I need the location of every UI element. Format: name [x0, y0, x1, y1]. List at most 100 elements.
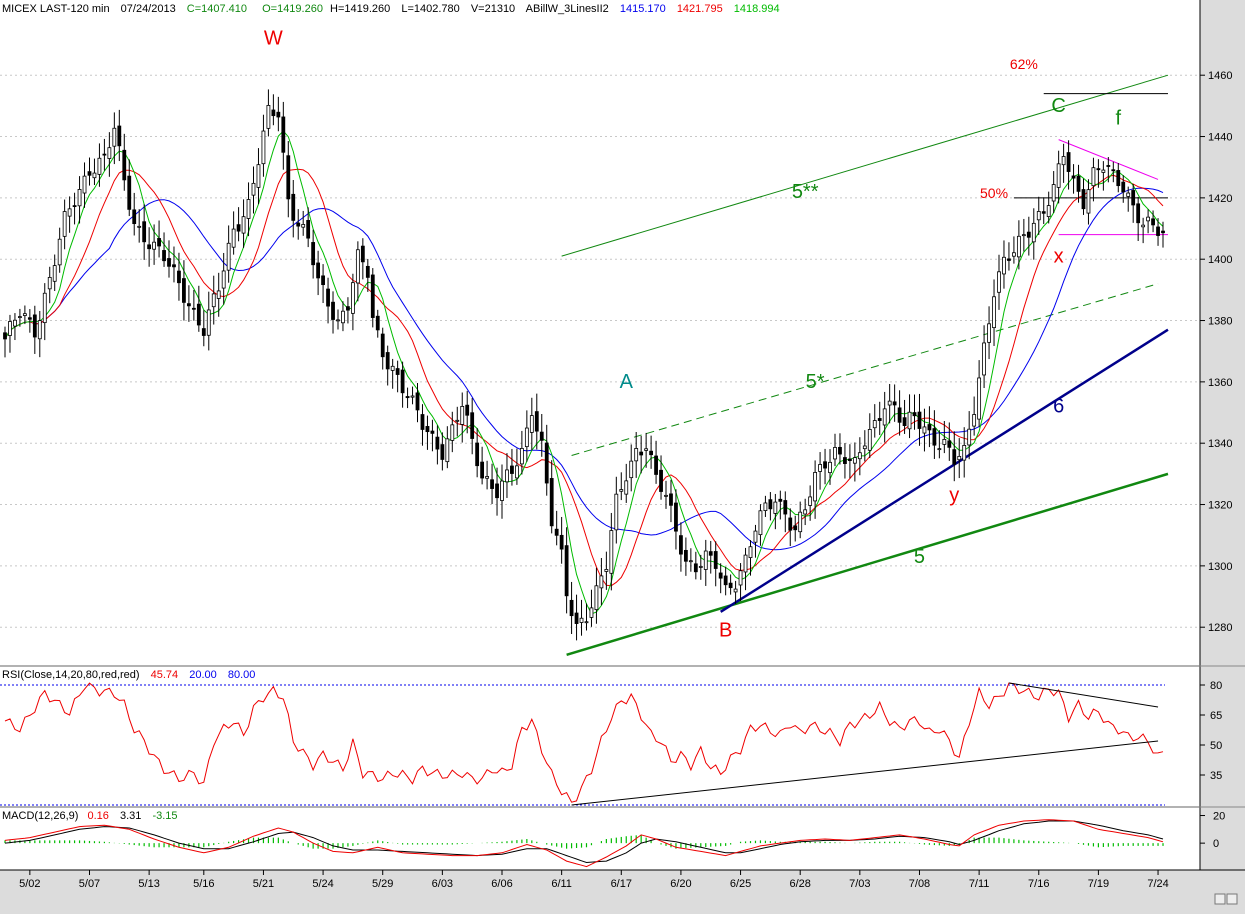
price-bar — [321, 275, 325, 286]
price-bar — [475, 442, 480, 467]
price-bar — [157, 238, 161, 247]
price-bar — [216, 290, 221, 299]
price-bar — [445, 438, 450, 463]
price-bar — [355, 249, 360, 284]
price-bar — [191, 307, 196, 310]
price-bar — [669, 493, 673, 506]
price-bar — [937, 448, 942, 451]
price-bar — [559, 534, 564, 550]
wave-label: B — [719, 619, 732, 641]
price-bar — [1091, 167, 1096, 187]
price-bar — [748, 546, 753, 559]
price-bar — [624, 480, 629, 495]
price-bar — [728, 582, 733, 589]
rsi-level-high: 80.00 — [228, 669, 256, 681]
price-bar — [679, 535, 683, 555]
price-bar — [1016, 235, 1021, 258]
date-axis-label: 6/06 — [491, 878, 512, 890]
price-bar — [872, 420, 877, 429]
price-bar — [281, 116, 286, 153]
price-bar — [907, 411, 912, 430]
price-bar — [594, 585, 599, 610]
price-bar — [569, 599, 574, 617]
date-axis-label: 6/03 — [432, 878, 453, 890]
price-bar — [892, 401, 897, 406]
date-axis: 5/02 5/07 5/13 5/16 5/21 5/24 5/29 6/03 6/06 6/11… — [19, 870, 1169, 890]
price-bar — [271, 109, 276, 117]
price-bar — [718, 572, 723, 579]
date-axis-label: 6/28 — [789, 878, 810, 890]
price-bar — [206, 309, 211, 336]
price-bar — [510, 465, 514, 474]
rsi-axis-label: 35 — [1210, 770, 1222, 782]
price-bar — [1111, 169, 1116, 172]
price-bar — [584, 621, 589, 624]
price-bar — [1021, 234, 1026, 237]
price-bar — [18, 316, 22, 318]
price-bar — [385, 352, 390, 370]
header-close: C=1407.410 — [187, 3, 247, 15]
date-axis-label: 5/24 — [312, 878, 333, 890]
wave-label: 5 — [914, 546, 925, 568]
price-trendline — [720, 328, 1169, 613]
price-bar — [564, 545, 569, 597]
wave-annotation-layer: W A B Cf x y 5** 5* 5 6 62% 50% — [264, 28, 1122, 642]
macd-panel-background — [0, 808, 1200, 870]
header-date: 07/24/2013 — [121, 3, 176, 15]
wave-label: W — [264, 28, 283, 50]
price-bar — [1101, 169, 1106, 173]
price-bar — [639, 451, 644, 456]
corner-handle[interactable] — [1226, 893, 1238, 905]
wave-label: y — [949, 484, 959, 506]
price-bar — [1007, 258, 1011, 261]
price-bar — [589, 607, 594, 618]
price-bar — [977, 377, 982, 420]
price-bar — [927, 424, 932, 431]
header-ind-red: 1421.795 — [677, 3, 723, 15]
price-bar — [917, 411, 922, 429]
price-bar — [142, 221, 147, 243]
date-axis-label: 6/11 — [551, 878, 572, 890]
price-bar — [196, 303, 201, 326]
date-axis-label: 5/21 — [253, 878, 274, 890]
price-bar — [1012, 252, 1016, 257]
price-bar — [480, 461, 485, 479]
wave-label: 5** — [792, 181, 819, 203]
price-bar — [1121, 181, 1126, 193]
price-bar — [425, 426, 430, 433]
price-bar — [147, 244, 152, 250]
macd-value: 0.16 — [87, 810, 108, 822]
price-bar — [1026, 231, 1031, 238]
price-grid: 1280 1300 1320 1340 1360 1380 1400 1420 1440 1460 — [0, 70, 1232, 634]
price-bar — [465, 404, 470, 416]
price-panel-background — [0, 0, 1200, 665]
price-bar — [1136, 203, 1141, 224]
price-bar — [688, 560, 693, 563]
price-bar — [713, 551, 718, 569]
price-bar — [92, 172, 97, 179]
price-bar — [519, 448, 524, 465]
price-bar — [1131, 190, 1136, 206]
price-bar — [107, 147, 112, 159]
price-bar — [246, 199, 251, 219]
rsi-trendline — [1008, 682, 1159, 708]
price-bar — [177, 270, 181, 284]
price-bar — [1161, 230, 1165, 234]
date-axis-label: 7/08 — [909, 878, 930, 890]
price-bar — [683, 549, 688, 562]
price-bar — [67, 208, 72, 217]
price-bar — [186, 303, 191, 307]
price-bar — [316, 262, 321, 279]
price-bar — [862, 445, 867, 450]
macd-histogram: -3.15 — [152, 810, 177, 822]
price-bar — [1031, 222, 1036, 243]
date-axis-label: 7/16 — [1028, 878, 1049, 890]
header-open: O=1419.260 — [262, 3, 323, 15]
price-bar — [793, 525, 798, 531]
price-bar — [57, 238, 62, 266]
price-bar — [32, 314, 37, 338]
price-bar — [152, 241, 157, 250]
price-bar — [982, 342, 986, 376]
price-bar — [301, 224, 306, 228]
